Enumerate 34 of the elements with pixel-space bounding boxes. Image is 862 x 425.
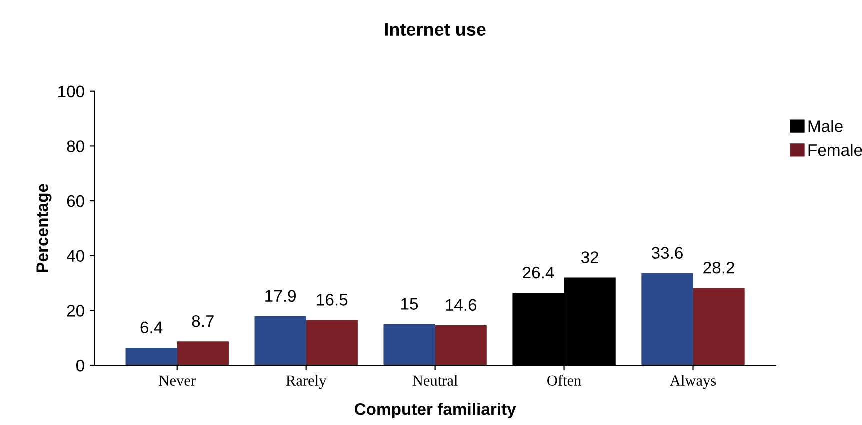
data-label: 8.7 [192,315,214,328]
x-tick-label: Neutral [412,375,458,386]
legend-label: Male [808,120,843,132]
data-label: 28.2 [704,262,734,274]
bar [384,324,436,366]
data-label: 26.4 [523,266,554,279]
x-tick-label: Rarely [286,375,327,390]
bar [642,273,694,366]
bar [126,348,178,366]
bar [306,320,358,366]
data-label: 6.4 [140,322,163,334]
data-label: 15 [402,298,418,310]
legend-label: Female [808,144,862,156]
y-tick-label: 60 [67,195,84,208]
bar [254,316,306,366]
x-tick-label: Never [159,376,196,386]
x-tick-label: Often [548,375,582,386]
y-tick-label: 80 [67,140,84,152]
y-tick-label: 20 [67,305,84,317]
bar [693,288,745,366]
bar [435,325,487,366]
y-axis-title: Percentage [36,184,52,272]
chart-title: Internet use [385,23,486,36]
data-label: 14.6 [446,299,477,312]
x-tick-label: Always [670,375,716,390]
y-tick-label: 100 [58,86,84,98]
data-label: 16.5 [317,294,348,306]
y-tick-label: 0 [76,360,84,372]
x-axis-title: Computer familiarity [354,403,516,419]
data-label: 33.6 [652,247,683,259]
data-label: 17.9 [266,290,296,302]
data-label: 32 [581,252,599,264]
y-tick-label: 40 [66,250,84,262]
bar [177,342,229,366]
